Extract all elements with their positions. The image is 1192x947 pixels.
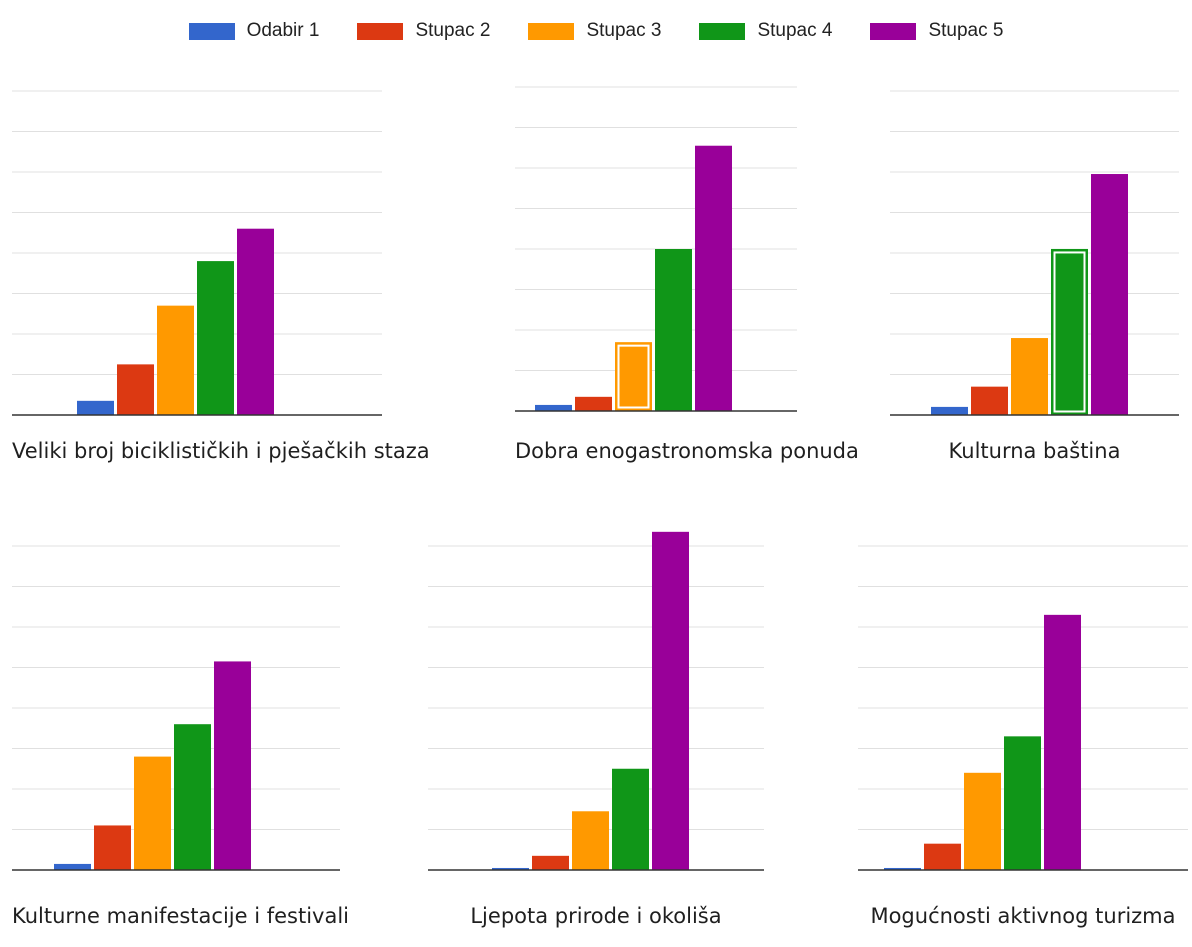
chart-ljepota-prirode: Ljepota prirode i okoliša [428,500,764,947]
legend-label: Odabir 1 [246,20,320,41]
chart-plot [858,545,1188,871]
legend-label: Stupac 3 [586,20,662,41]
chart-plot [428,531,764,871]
chart-kulturne-manifestacije: Kulturne manifestacije i festivali [12,500,350,947]
chart-title: Kulturne manifestacije i festivali [12,904,350,928]
chart-title: Ljepota prirode i okoliša [470,904,722,928]
legend-label: Stupac 5 [928,20,1004,41]
bar-stupac-3 [134,756,171,870]
chart-title: Kulturna baština [948,439,1121,463]
legend-swatch-stupac-2 [357,22,404,40]
bar-odabir-1 [492,867,529,870]
bar-stupac-5 [695,145,732,411]
bar-stupac-3 [572,811,609,870]
bar-stupac-4 [655,249,692,411]
legend-item-stupac-3[interactable]: Stupac 3 [528,20,661,42]
bar-stupac-2 [532,855,569,870]
chart-enogastronomska-ponuda: Dobra enogastronomska ponuda [515,80,859,475]
bar-stupac-4 [197,261,234,415]
bar-stupac-4 [1051,248,1088,415]
legend-swatch-odabir-1 [188,22,235,40]
legend-label: Stupac 4 [757,20,833,41]
legend-swatch-stupac-4 [699,22,746,40]
bar-highlight-outline [1053,251,1086,413]
bar-stupac-4 [612,768,649,870]
bar-stupac-3 [615,342,652,411]
bar-stupac-5 [1044,614,1081,870]
bar-stupac-2 [117,364,154,415]
chart-plot [515,86,797,412]
chart-kulturna-bastina: Kulturna baština [890,80,1179,475]
bar-stupac-5 [1091,174,1128,415]
chart-plot [12,90,382,416]
bar-odabir-1 [535,404,572,411]
bar-odabir-1 [54,863,91,870]
chart-title: Dobra enogastronomska ponuda [515,439,859,463]
bar-stupac-2 [924,843,961,870]
bar-odabir-1 [77,400,114,415]
bar-stupac-5 [214,661,251,870]
legend-item-odabir-1[interactable]: Odabir 1 [188,20,320,42]
bar-stupac-2 [575,396,612,411]
legend: Odabir 1 Stupac 2 Stupac 3 Stupac 4 Stup… [0,14,1192,48]
bar-stupac-3 [157,305,194,415]
bar-stupac-5 [652,531,689,870]
bar-stupac-2 [971,386,1008,415]
chart-plot [890,90,1179,416]
chart-title: Veliki broj biciklističkih i pješačkih s… [12,439,430,463]
bar-odabir-1 [884,867,921,870]
bar-highlight-outline [617,344,650,409]
bar-stupac-5 [237,228,274,415]
bar-stupac-3 [1011,338,1048,415]
chart-veliki-broj-staza: Veliki broj biciklističkih i pješačkih s… [12,80,430,475]
chart-plot [12,545,340,871]
legend-item-stupac-2[interactable]: Stupac 2 [357,20,490,42]
chart-aktivni-turizam: Mogućnosti aktivnog turizma [858,500,1188,947]
chart-title: Mogućnosti aktivnog turizma [870,904,1176,928]
bar-stupac-2 [94,825,131,870]
bar-stupac-3 [964,772,1001,870]
bar-odabir-1 [931,406,968,415]
bar-stupac-4 [1004,736,1041,870]
legend-item-stupac-4[interactable]: Stupac 4 [699,20,832,42]
legend-swatch-stupac-3 [528,22,575,40]
legend-swatch-stupac-5 [870,22,917,40]
legend-label: Stupac 2 [415,20,491,41]
legend-item-stupac-5[interactable]: Stupac 5 [870,20,1003,42]
bar-stupac-4 [174,724,211,870]
